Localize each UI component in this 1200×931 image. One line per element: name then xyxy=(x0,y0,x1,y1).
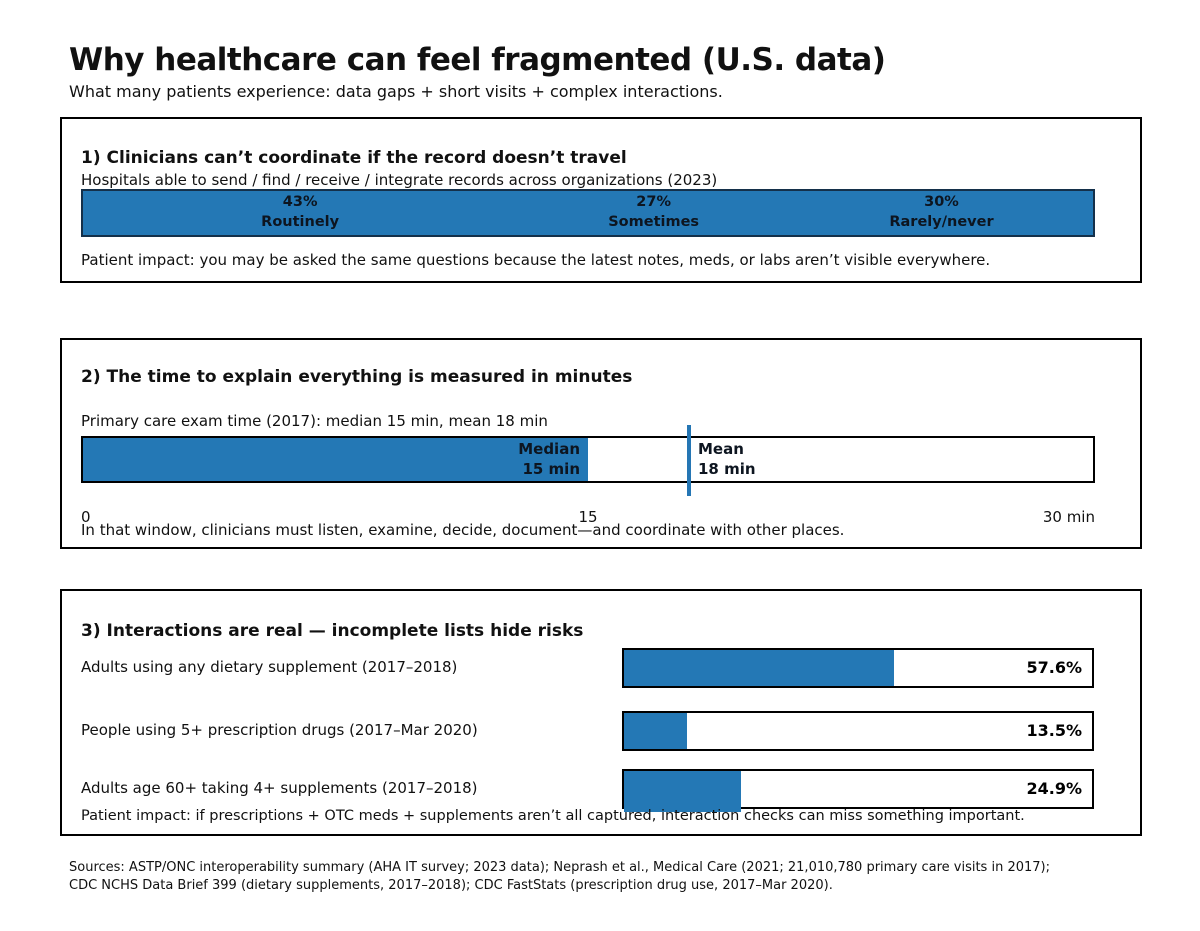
median-label-text: Median xyxy=(518,440,580,458)
stacked-segment-routinely: 43% Routinely xyxy=(83,191,517,235)
bar-row-label-seniors: Adults age 60+ taking 4+ supplements (20… xyxy=(81,779,478,797)
panel3-heading: 3) Interactions are real — incomplete li… xyxy=(81,621,584,641)
panel1-impact-text: Patient impact: you may be asked the sam… xyxy=(81,251,991,269)
mean-label: Mean 18 min xyxy=(689,438,756,481)
panel2-subheading: Primary care exam time (2017): median 15… xyxy=(81,412,548,430)
axis-tick-15: 15 xyxy=(578,508,598,526)
exam-time-bar: Median 15 min Mean 18 min xyxy=(81,425,1095,496)
panel-exam-time: 2) The time to explain everything is mea… xyxy=(60,338,1142,549)
stacked-segment-rarely-never: 30% Rarely/never xyxy=(790,191,1093,235)
bar-fill xyxy=(624,771,741,812)
bar-row-seniors: 24.9% xyxy=(622,769,1094,812)
median-fill xyxy=(83,438,588,481)
segment-value-label: 27% xyxy=(636,194,671,211)
panel-interactions: 3) Interactions are real — incomplete li… xyxy=(60,589,1142,836)
segment-category-label: Rarely/never xyxy=(889,214,994,230)
panel2-heading: 2) The time to explain everything is mea… xyxy=(81,367,633,387)
bar-fill xyxy=(624,650,894,686)
median-value-text: 15 min xyxy=(522,459,580,478)
stacked-bar-interoperability: 43% Routinely 27% Sometimes 30% Rarely/n… xyxy=(81,189,1095,237)
mean-value-text: 18 min xyxy=(698,459,756,478)
segment-category-label: Routinely xyxy=(261,214,340,230)
page-subtitle: What many patients experience: data gaps… xyxy=(69,82,723,101)
panel1-subheading: Hospitals able to send / find / receive … xyxy=(81,171,718,189)
mean-label-text: Mean xyxy=(698,440,744,458)
bar-value-label: 57.6% xyxy=(1026,658,1082,677)
exam-time-axis: 0 15 30 min xyxy=(81,508,1095,526)
page-title: Why healthcare can feel fragmented (U.S.… xyxy=(69,42,886,78)
median-label: Median 15 min xyxy=(83,438,588,481)
segment-category-label: Sometimes xyxy=(608,214,700,230)
stacked-segment-sometimes: 27% Sometimes xyxy=(517,191,790,235)
segment-value-label: 43% xyxy=(282,194,318,211)
bar-value-label: 24.9% xyxy=(1026,779,1082,798)
bar-row-label-supplements: Adults using any dietary supplement (201… xyxy=(81,658,458,676)
axis-tick-30min: 30 min xyxy=(1042,508,1095,526)
sources-line-1: Sources: ASTP/ONC interoperability summa… xyxy=(69,860,1050,875)
bar-fill xyxy=(624,713,688,749)
sources-line-2: CDC NCHS Data Brief 399 (dietary supplem… xyxy=(69,878,833,894)
segment-value-label: 30% xyxy=(924,194,959,211)
bar-row-prescriptions: 13.5% xyxy=(622,711,1094,751)
bar-row-supplements: 57.6% xyxy=(622,648,1094,688)
panel2-sentence: In that window, clinicians must listen, … xyxy=(81,521,845,539)
axis-tick-0: 0 xyxy=(81,508,91,526)
mean-marker-line xyxy=(687,425,691,496)
panel1-heading: 1) Clinicians can’t coordinate if the re… xyxy=(81,148,627,168)
bar-value-label: 13.5% xyxy=(1026,721,1082,740)
panel3-impact-text: Patient impact: if prescriptions + OTC m… xyxy=(81,808,1025,824)
panel-record-interoperability: 1) Clinicians can’t coordinate if the re… xyxy=(60,117,1142,283)
sources-note: Sources: ASTP/ONC interoperability summa… xyxy=(69,859,1050,895)
bar-row-label-prescriptions: People using 5+ prescription drugs (2017… xyxy=(81,721,478,739)
